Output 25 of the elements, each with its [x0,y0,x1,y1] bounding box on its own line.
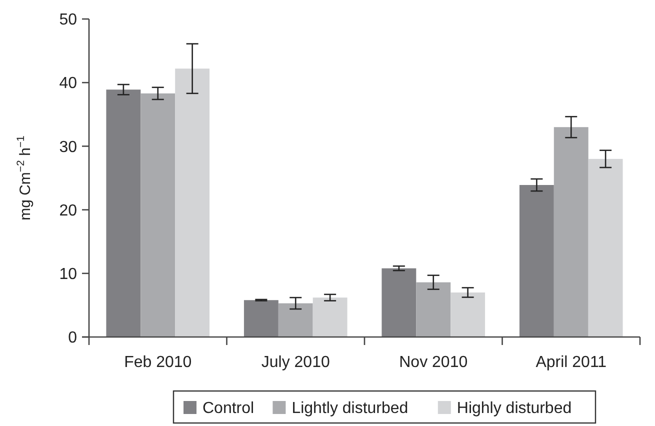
bar [416,282,451,337]
bar [140,93,176,337]
legend-label: Control [202,400,254,418]
y-tick-label: 20 [59,202,78,220]
bar [312,298,348,337]
x-tick-label: April 2011 [536,354,607,371]
y-tick-label: 40 [59,75,78,92]
bar [106,90,141,337]
x-tick-label: July 2010 [261,354,330,371]
bar [450,292,486,337]
bar [519,184,554,337]
bar [554,127,588,337]
bar [588,158,623,337]
y-tick-label: 0 [68,330,78,347]
x-tick-label: Nov 2010 [399,354,468,371]
x-tick-label: Feb 2010 [124,354,192,371]
bar [244,300,278,337]
bar [278,303,313,337]
legend-label: Highly disturbed [456,400,572,418]
y-tick-label: 10 [59,266,78,283]
legend-label: Lightly disturbed [292,400,408,418]
bar [175,68,210,337]
bar [382,268,416,337]
y-tick-label: 30 [59,138,78,156]
y-tick-label: 50 [59,12,78,29]
